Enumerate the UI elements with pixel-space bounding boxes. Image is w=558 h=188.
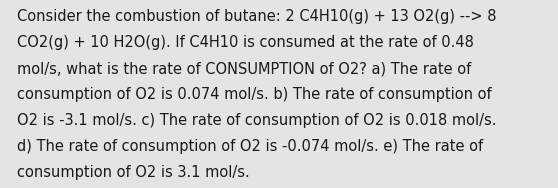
Text: consumption of O2 is 0.074 mol/s. b) The rate of consumption of: consumption of O2 is 0.074 mol/s. b) The… (17, 87, 492, 102)
Text: Consider the combustion of butane: 2 C4H10(g) + 13 O2(g) --> 8: Consider the combustion of butane: 2 C4H… (17, 9, 496, 24)
Text: consumption of O2 is 3.1 mol/s.: consumption of O2 is 3.1 mol/s. (17, 165, 249, 180)
Text: mol/s, what is the rate of CONSUMPTION of O2? a) The rate of: mol/s, what is the rate of CONSUMPTION o… (17, 61, 471, 76)
Text: d) The rate of consumption of O2 is -0.074 mol/s. e) The rate of: d) The rate of consumption of O2 is -0.0… (17, 139, 483, 154)
Text: CO2(g) + 10 H2O(g). If C4H10 is consumed at the rate of 0.48: CO2(g) + 10 H2O(g). If C4H10 is consumed… (17, 35, 474, 50)
Text: O2 is -3.1 mol/s. c) The rate of consumption of O2 is 0.018 mol/s.: O2 is -3.1 mol/s. c) The rate of consump… (17, 113, 496, 128)
